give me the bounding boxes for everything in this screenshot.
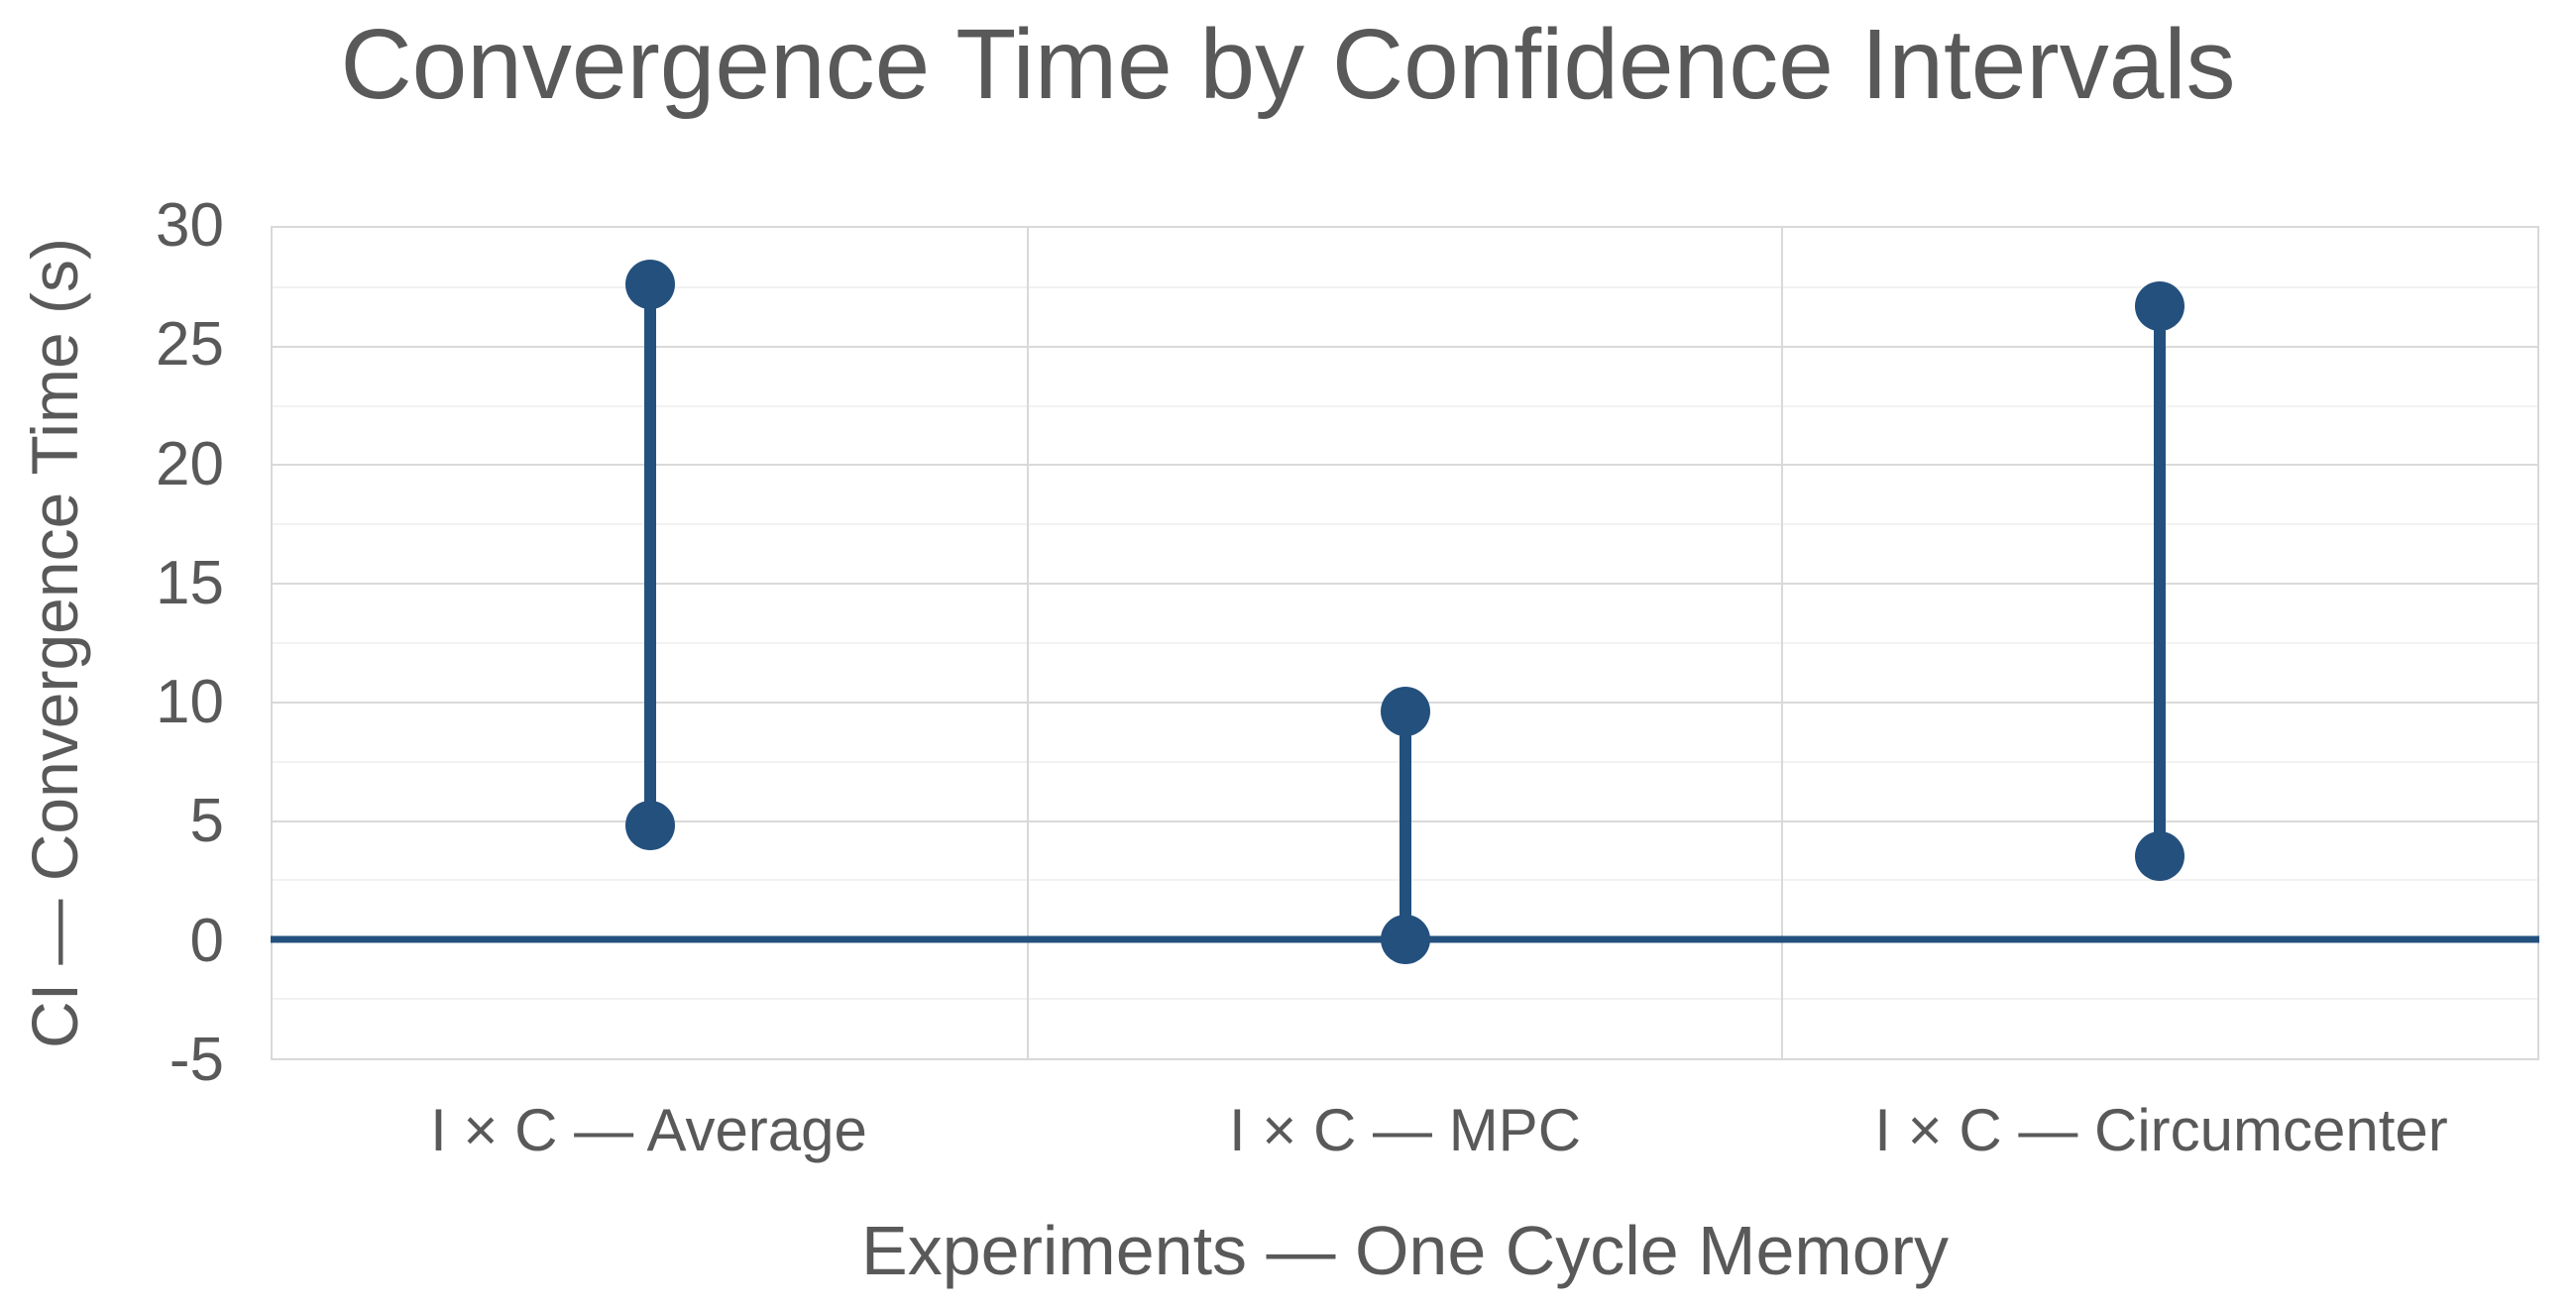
plot-area — [271, 226, 2539, 1060]
y-tick-label: 10 — [156, 668, 224, 737]
interval-dot-high — [2135, 281, 2185, 331]
interval-dot-high — [1380, 687, 1430, 737]
interval-dot-low — [2135, 831, 2185, 882]
category-separator — [1781, 228, 1784, 1058]
interval-line — [1399, 711, 1411, 940]
minor-gridline — [273, 285, 2537, 288]
minor-gridline — [273, 998, 2537, 1001]
interval-dot-low — [1380, 915, 1430, 965]
y-tick-label: 30 — [156, 191, 224, 260]
minor-gridline — [273, 523, 2537, 526]
minor-gridline — [273, 404, 2537, 407]
minor-gridline — [273, 642, 2537, 644]
y-tick-label: 0 — [189, 906, 224, 975]
x-category-label: I × C — MPC — [1228, 1097, 1582, 1163]
interval-dot-high — [624, 260, 675, 310]
interval-dot-low — [624, 801, 675, 851]
major-gridline — [273, 464, 2537, 467]
x-category-label: I × C — Circumcenter — [1874, 1097, 2448, 1163]
chart-title: Convergence Time by Confidence Intervals — [340, 9, 2236, 120]
major-gridline — [273, 345, 2537, 348]
interval-line — [643, 284, 656, 826]
x-axis-title: Experiments — One Cycle Memory — [861, 1212, 1949, 1289]
major-gridline — [273, 583, 2537, 586]
y-tick-label: 20 — [156, 429, 224, 498]
y-tick-label: 5 — [189, 787, 224, 856]
x-axis-category-labels: I × C — Average I × C — MPC I × C — Circum… — [271, 1098, 2539, 1177]
y-tick-label: 25 — [156, 310, 224, 380]
y-axis-tick-labels: 30 25 20 15 10 5 0 -5 — [0, 195, 238, 1091]
y-tick-label: -5 — [168, 1026, 224, 1094]
interval-line — [2154, 306, 2167, 857]
category-separator — [1026, 228, 1029, 1058]
y-tick-label: 15 — [156, 548, 224, 617]
x-category-label: I × C — Average — [430, 1097, 867, 1163]
